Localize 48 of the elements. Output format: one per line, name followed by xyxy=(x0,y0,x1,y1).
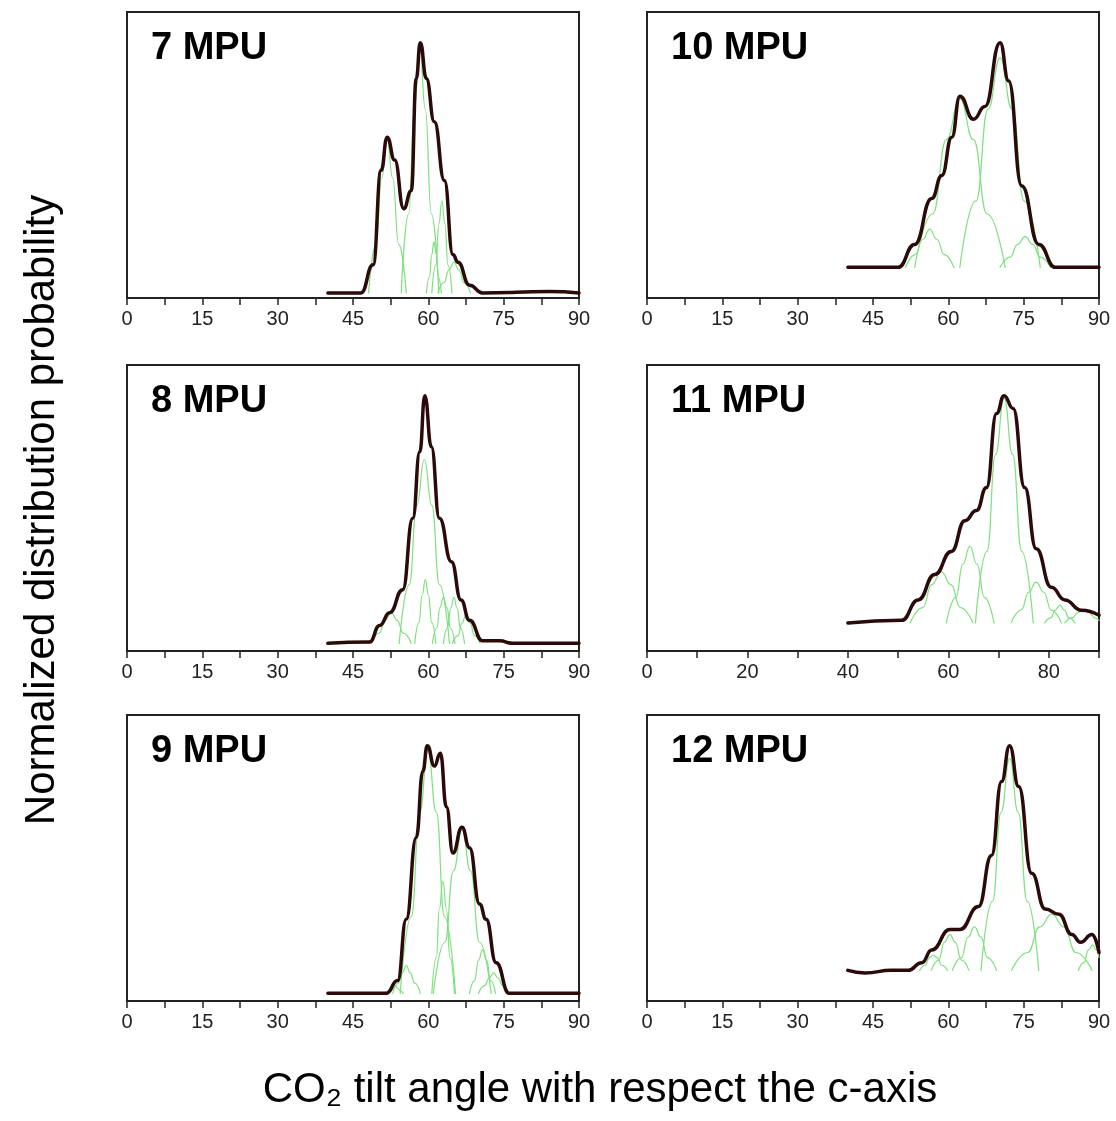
chart-title: 7 MPU xyxy=(151,25,268,67)
x-tick-label: 90 xyxy=(567,307,591,329)
x-tick-label: 0 xyxy=(641,1010,653,1032)
x-tick-label: 80 xyxy=(1037,660,1060,682)
x-tick-label: 15 xyxy=(191,660,214,682)
x-tick-label: 90 xyxy=(567,1010,591,1032)
x-tick-label: 60 xyxy=(417,660,440,682)
x-tick-label: 90 xyxy=(1087,307,1111,329)
x-tick-label: 75 xyxy=(1012,1010,1035,1032)
x-tick-label: 40 xyxy=(836,660,860,682)
x-tick-label: 30 xyxy=(266,1010,289,1032)
x-tick-label: 60 xyxy=(937,660,960,682)
x-tick-label: 30 xyxy=(266,307,289,329)
x-tick-label: 60 xyxy=(937,1010,960,1032)
x-tick-label: 45 xyxy=(341,307,365,329)
x-tick-label: 75 xyxy=(492,307,515,329)
x-tick-label: 0 xyxy=(121,307,133,329)
x-tick-label: 20 xyxy=(736,660,759,682)
x-tick-label: 30 xyxy=(786,1010,809,1032)
x-tick-label: 30 xyxy=(266,660,289,682)
x-tick-label: 90 xyxy=(567,660,591,682)
x-tick-label: 15 xyxy=(711,1010,734,1032)
x-tick-label: 60 xyxy=(937,307,960,329)
chart-title: 8 MPU xyxy=(151,378,268,420)
y-axis-title: Normalized distribution probability xyxy=(16,194,64,826)
x-axis-title: CO₂ tilt angle with respect the c-axis xyxy=(262,1064,938,1112)
x-tick-label: 0 xyxy=(641,307,653,329)
chart-title: 11 MPU xyxy=(671,378,807,420)
chart-title: 9 MPU xyxy=(151,728,268,770)
chart-title: 10 MPU xyxy=(671,25,809,67)
x-tick-label: 75 xyxy=(492,660,515,682)
chart-title: 12 MPU xyxy=(671,728,809,770)
x-tick-label: 75 xyxy=(1012,307,1035,329)
x-tick-label: 90 xyxy=(1087,1010,1111,1032)
x-tick-label: 45 xyxy=(341,660,365,682)
x-tick-label: 45 xyxy=(341,1010,365,1032)
x-tick-label: 45 xyxy=(861,1010,885,1032)
x-tick-label: 30 xyxy=(786,307,809,329)
x-tick-label: 0 xyxy=(121,1010,133,1032)
x-tick-label: 15 xyxy=(711,307,734,329)
x-tick-label: 75 xyxy=(492,1010,515,1032)
x-tick-label: 0 xyxy=(121,660,133,682)
x-tick-label: 0 xyxy=(641,660,653,682)
x-tick-label: 15 xyxy=(191,1010,214,1032)
x-tick-label: 60 xyxy=(417,1010,440,1032)
x-tick-label: 45 xyxy=(861,307,885,329)
x-tick-label: 15 xyxy=(191,307,214,329)
x-tick-label: 60 xyxy=(417,307,440,329)
